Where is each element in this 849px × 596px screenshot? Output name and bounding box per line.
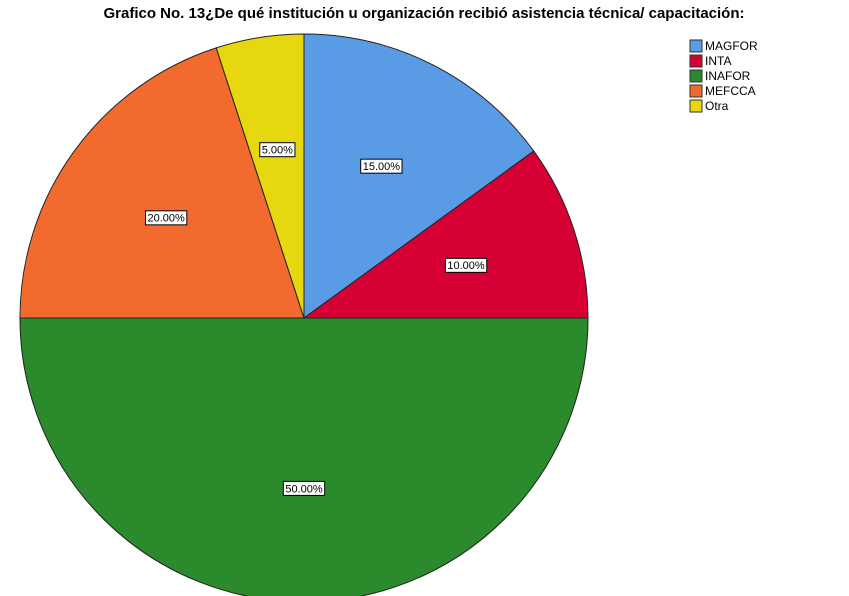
value-label-box: 15.00% [360, 158, 403, 174]
chart-title: Grafico No. 13¿De qué institución u orga… [103, 5, 744, 22]
pie-slice [19, 317, 589, 596]
value-label-box: 50.00% [282, 480, 326, 496]
value-label: 5.00% [262, 145, 293, 157]
value-label-bg [444, 257, 488, 273]
legend-swatch [689, 39, 703, 53]
value-label-bg [144, 210, 188, 226]
value-label: 15.00% [363, 161, 401, 173]
value-label-bg [282, 480, 326, 496]
value-label-bg [360, 158, 403, 174]
legend-swatch [689, 54, 703, 68]
value-label: 50.00% [285, 483, 323, 495]
value-label: 10.00% [447, 260, 485, 272]
legend-swatch [689, 84, 703, 98]
legend-label: MAGFOR [705, 39, 758, 53]
legend-label: MEFCCA [705, 84, 756, 98]
pie-slice [302, 150, 589, 319]
pie-slice [215, 33, 305, 319]
legend-label: INAFOR [705, 69, 751, 83]
value-label-box: 20.00% [144, 210, 188, 226]
value-label-box: 5.00% [259, 142, 296, 158]
value-label: 20.00% [147, 213, 185, 225]
value-label-box: 10.00% [444, 257, 488, 273]
legend-label: INTA [705, 54, 731, 68]
legend-swatch [689, 99, 703, 113]
value-label-bg [259, 142, 296, 158]
pie-slice [303, 33, 535, 319]
legend-label: Otra [705, 99, 729, 113]
legend-swatch [689, 69, 703, 83]
pie-slice [19, 47, 305, 319]
